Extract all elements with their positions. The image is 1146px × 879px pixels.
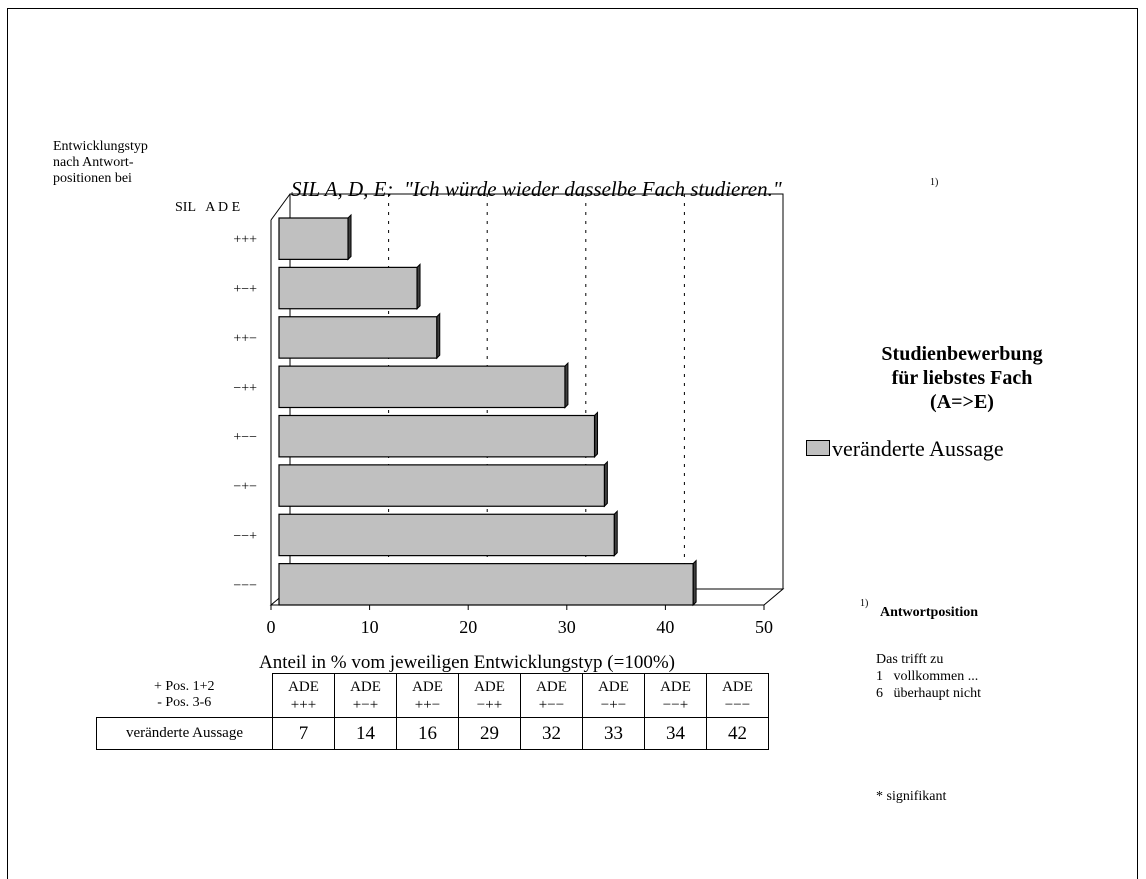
x-tick-label: 0 [267, 617, 276, 637]
table-header-code: ADE [722, 678, 753, 695]
table-header-cell: ADE −+− [582, 673, 645, 718]
bar [278, 312, 441, 360]
x-tick-label: 10 [361, 617, 379, 637]
bar-face [278, 513, 615, 557]
table-header-pattern: +−− [538, 696, 565, 713]
legend-title-line-2: für liebstes Fach [891, 367, 1033, 389]
category-label: −−− [233, 578, 257, 593]
bar-face [278, 563, 694, 606]
note-line-3: 6 überhaupt nicht [876, 686, 981, 701]
table-value-cell: 33 [582, 717, 645, 750]
y-axis-label-line-3: positionen bei [53, 171, 132, 186]
x-tick-label: 40 [656, 617, 674, 637]
table-header-cell: ADE +++ [272, 673, 335, 718]
table-header-code: ADE [536, 678, 567, 695]
x-tick-label: 30 [558, 617, 576, 637]
bar [278, 263, 421, 310]
category-label: −++ [233, 381, 257, 396]
bar-face [278, 316, 438, 359]
table-header-code: ADE [288, 678, 319, 695]
chart-bars [278, 213, 697, 607]
legend-title-line-3: (A=>E) [930, 391, 994, 413]
note-footnote-mark: 1) [860, 598, 869, 609]
y-axis-label-line-1: Entwicklungstyp [53, 139, 148, 154]
legend-title: Studienbewerbung für liebstes Fach (A=>E… [832, 342, 1092, 414]
legend-title-line-1: Studienbewerbung [881, 343, 1043, 365]
bar [278, 213, 352, 261]
table-value-cell: 7 [272, 717, 335, 750]
table-header-code: ADE [412, 678, 443, 695]
table-header-pattern: −−+ [662, 696, 689, 713]
bar-face [278, 266, 418, 310]
page-frame [7, 8, 1138, 879]
table-row-head-line-2: - Pos. 3-6 [157, 695, 212, 711]
category-label: −+− [233, 480, 257, 495]
table-value-cell: 34 [644, 717, 707, 750]
table-row-label: veränderte Aussage [96, 717, 273, 750]
category-label: ++− [233, 331, 257, 346]
bar-face [278, 217, 349, 260]
table-row-head: + Pos. 1+2 - Pos. 3-6 [97, 674, 273, 718]
note-line-1: Das trifft zu [876, 652, 944, 667]
depth-edge [270, 193, 291, 221]
bar [278, 460, 608, 508]
bar [278, 559, 697, 607]
table-header-cell: ADE +−− [520, 673, 583, 718]
table-header-pattern: −++ [476, 696, 503, 713]
y-axis-header: SIL A D E [175, 200, 241, 215]
bar-face [278, 464, 605, 507]
table-header-pattern: ++− [414, 696, 441, 713]
note-significance: * signifikant [876, 789, 947, 804]
chart-title-text: SIL A, D, E: "Ich würde wieder dasselbe … [291, 177, 782, 201]
note-answer-scale: Das trifft zu 1 vollkommen ... 6 überhau… [876, 651, 981, 702]
table-header-pattern: −−− [724, 696, 751, 713]
y-axis-label: Entwicklungstyp nach Antwort- positionen… [53, 139, 148, 187]
table-header-cell: ADE −−− [706, 673, 769, 718]
table-header-pattern: +−+ [352, 696, 379, 713]
bar-face [278, 414, 596, 458]
y-axis-label-line-2: nach Antwort- [53, 155, 134, 170]
category-label: −−+ [233, 529, 257, 544]
table-value-cell: 14 [334, 717, 397, 750]
table-value-row: veränderte Aussage 7 14 16 29 32 33 34 42 [96, 717, 769, 750]
table-header-row: + Pos. 1+2 - Pos. 3-6 ADE +++ ADE +−+ ADE ++−… [97, 673, 769, 718]
chart-labels: +++ +−+ ++− −++ +−− −+− −−+ −−− 0 10 20 30 40 50 [233, 233, 773, 637]
bar [278, 361, 569, 409]
table-header-cell: ADE ++− [396, 673, 459, 718]
table-header-cell: ADE −++ [458, 673, 521, 718]
table-header-code: ADE [598, 678, 629, 695]
data-table: + Pos. 1+2 - Pos. 3-6 ADE +++ ADE +−+ ADE ++−… [96, 673, 769, 750]
legend-item-label: veränderte Aussage [832, 436, 1004, 461]
note-line-2: 1 vollkommen ... [876, 669, 979, 684]
chart-title: SIL A, D, E: "Ich würde wieder dasselbe … [291, 177, 782, 202]
category-label: +−+ [233, 282, 257, 297]
x-tick-label: 50 [755, 617, 773, 637]
x-axis-label: Anteil in % vom jeweiligen Entwicklungst… [259, 652, 675, 673]
table-header-code: ADE [350, 678, 381, 695]
note-answer-title: Antwortposition [880, 605, 979, 620]
table-value-cell: 29 [458, 717, 521, 750]
category-label: +−− [233, 430, 257, 445]
chart-axes [270, 220, 765, 610]
table-header-code: ADE [474, 678, 505, 695]
bar [278, 411, 599, 459]
table-header-pattern: +++ [290, 696, 317, 713]
legend-swatch [806, 440, 830, 456]
table-value-cell: 42 [706, 717, 769, 750]
table-header-cell: ADE −−+ [644, 673, 707, 718]
category-label: +++ [233, 233, 257, 248]
bar-face [278, 365, 566, 409]
table-value-cell: 32 [520, 717, 583, 750]
table-header-pattern: −+− [600, 696, 627, 713]
title-footnote: 1) [930, 177, 939, 188]
legend-item: veränderte Aussage [806, 436, 1004, 462]
x-tick-label: 20 [459, 617, 477, 637]
bar [278, 510, 618, 557]
table-header-code: ADE [660, 678, 691, 695]
table-row-head-line-1: + Pos. 1+2 [153, 679, 215, 695]
table-value-cell: 16 [396, 717, 459, 750]
chart-grid [388, 194, 685, 589]
table-header-cell: ADE +−+ [334, 673, 397, 718]
